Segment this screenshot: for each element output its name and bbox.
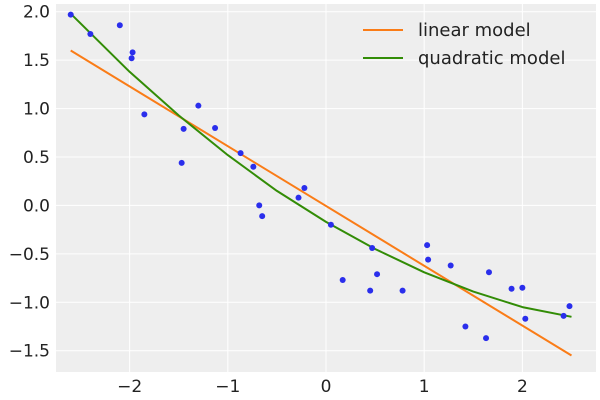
data-point	[447, 262, 454, 269]
legend: linear model quadratic model	[363, 20, 565, 69]
data-point	[327, 221, 334, 228]
data-point	[250, 163, 257, 170]
data-point	[425, 256, 432, 263]
data-point	[195, 102, 202, 109]
model-lines	[69, 12, 573, 357]
data-point	[462, 323, 469, 330]
data-point	[367, 287, 374, 294]
data-point	[237, 150, 244, 157]
data-point	[566, 303, 573, 310]
x-tick-label: −2	[117, 377, 142, 397]
y-tick-label: 0.0	[23, 196, 50, 216]
series-line-0	[70, 49, 573, 357]
data-point	[374, 271, 381, 278]
data-point	[301, 185, 308, 191]
data-point	[180, 125, 187, 132]
data-point	[67, 11, 74, 18]
data-point	[560, 312, 567, 319]
data-point	[369, 245, 376, 252]
grid	[56, 4, 596, 372]
data-point	[424, 242, 431, 249]
y-tick-label: −1.0	[9, 293, 50, 313]
data-point	[339, 277, 346, 283]
data-point	[295, 194, 302, 201]
x-tick-label: 2	[517, 377, 528, 397]
data-point	[178, 159, 185, 166]
data-point	[522, 315, 529, 322]
data-point	[399, 287, 406, 294]
y-tick-label: −0.5	[9, 245, 50, 265]
x-tick-label: 1	[419, 377, 430, 397]
y-axis-ticks: −1.5 −1.0 −0.5 0.0 0.5 1.0 1.5 2.0	[9, 3, 50, 362]
data-point	[519, 284, 526, 291]
y-tick-label: −1.5	[9, 342, 50, 362]
data-point	[259, 213, 266, 220]
data-point	[508, 285, 515, 292]
data-point	[128, 55, 135, 62]
series-line-1	[69, 12, 572, 318]
data-point	[129, 49, 136, 56]
data-point	[485, 269, 492, 276]
data-point	[212, 124, 219, 131]
y-tick-label: 0.5	[23, 148, 50, 168]
data-points	[67, 11, 573, 342]
y-tick-label: 1.5	[23, 51, 50, 71]
data-point	[87, 31, 94, 38]
data-point	[483, 335, 490, 342]
y-tick-label: 1.0	[23, 100, 50, 120]
x-axis-ticks: −2 −1 0 1 2	[117, 377, 528, 397]
legend-label-1: quadratic model	[418, 48, 565, 69]
y-tick-label: 2.0	[23, 3, 50, 23]
legend-label-0: linear model	[418, 20, 531, 41]
data-point	[141, 111, 148, 118]
x-tick-label: −1	[215, 377, 240, 397]
data-point	[256, 202, 263, 209]
data-point	[116, 22, 123, 29]
x-tick-label: 0	[321, 377, 332, 397]
